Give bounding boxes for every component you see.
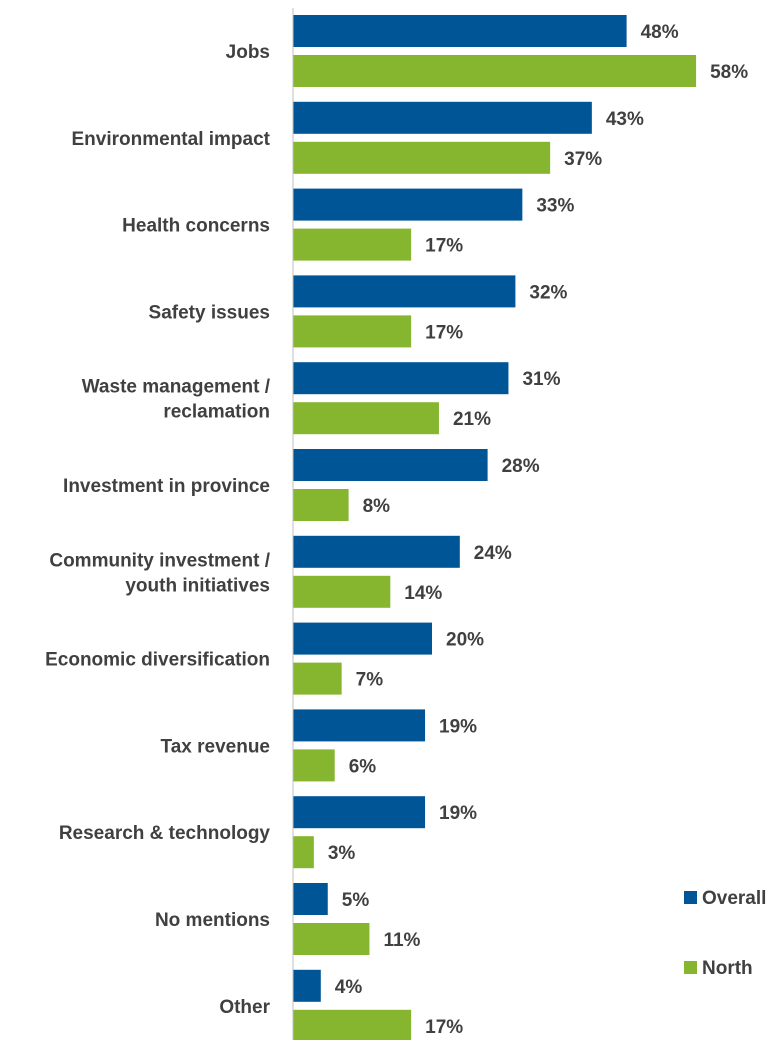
value-label-overall-11: 4% xyxy=(335,977,363,998)
value-label-north-1: 37% xyxy=(564,149,602,170)
category-label-2: Health concerns xyxy=(122,216,270,237)
value-labels: 48% 58% 43%37% 33% 17% 32% 17% 31% 21% 28% 8% 24% 14… xyxy=(328,22,748,1038)
legend: Overall North xyxy=(684,888,766,979)
value-label-overall-6: 24% xyxy=(474,543,512,564)
bar-north-4 xyxy=(293,402,439,435)
value-label-north-7: 7% xyxy=(356,670,384,691)
value-label-overall-10: 5% xyxy=(342,890,370,911)
value-label-overall-3: 32% xyxy=(529,282,567,303)
bar-north-2 xyxy=(293,228,412,261)
bar-overall-11 xyxy=(293,969,321,1002)
value-label-north-5: 8% xyxy=(363,496,391,517)
bar-overall-0 xyxy=(293,15,627,47)
value-label-overall-2: 33% xyxy=(536,196,574,217)
value-label-overall-1: 43% xyxy=(606,109,644,130)
value-label-north-8: 6% xyxy=(349,756,377,777)
category-label-3: Safety issues xyxy=(149,302,270,323)
bar-north-1 xyxy=(293,141,551,174)
legend-swatch-north xyxy=(684,961,697,974)
bar-overall-10 xyxy=(293,883,328,915)
bar-overall-2 xyxy=(293,188,523,221)
bar-north-11 xyxy=(293,1009,412,1040)
category-label-9: Research & technology xyxy=(59,823,271,844)
value-label-overall-0: 48% xyxy=(641,22,679,43)
bar-north-6 xyxy=(293,575,391,608)
bar-north-3 xyxy=(293,315,412,348)
value-label-north-11: 17% xyxy=(425,1017,463,1038)
bar-overall-1 xyxy=(293,101,592,134)
category-label-8: Tax revenue xyxy=(161,736,270,757)
category-label-7: Economic diversification xyxy=(45,650,270,671)
value-label-north-10: 11% xyxy=(383,930,420,951)
bar-overall-7 xyxy=(293,622,432,655)
value-label-north-9: 3% xyxy=(328,843,356,864)
legend-label-north: North xyxy=(702,958,753,979)
bar-overall-6 xyxy=(293,535,460,568)
category-labels: Jobs Environmental impact Health concerns S… xyxy=(45,42,271,1018)
value-label-north-6: 14% xyxy=(404,583,442,604)
value-label-overall-4: 31% xyxy=(522,369,560,390)
bars-group xyxy=(293,15,697,1040)
value-label-north-2: 17% xyxy=(425,236,463,257)
value-label-overall-5: 28% xyxy=(502,456,540,477)
legend-swatch-overall xyxy=(684,891,697,904)
category-label-10: No mentions xyxy=(155,910,270,931)
category-label-11: Other xyxy=(219,997,270,1018)
value-label-overall-9: 19% xyxy=(439,803,477,824)
value-label-north-0: 58% xyxy=(710,62,748,83)
bar-overall-8 xyxy=(293,709,426,742)
bar-north-10 xyxy=(293,923,370,955)
value-label-overall-8: 19% xyxy=(439,716,477,737)
bar-overall-9 xyxy=(293,796,426,829)
bar-overall-3 xyxy=(293,275,516,308)
bar-overall-4 xyxy=(293,362,509,395)
category-label-4: Waste management / reclamation xyxy=(82,377,271,423)
bar-north-9 xyxy=(293,836,314,869)
category-label-1: Environmental impact xyxy=(72,129,271,150)
bar-north-5 xyxy=(293,489,349,521)
bar-north-0 xyxy=(293,55,697,87)
category-label-0: Jobs xyxy=(226,42,270,63)
category-label-6: Community investment / youth initiatives xyxy=(49,550,270,596)
value-label-overall-7: 20% xyxy=(446,630,484,651)
bar-north-8 xyxy=(293,749,335,782)
bar-overall-5 xyxy=(293,449,488,481)
legend-label-overall: Overall xyxy=(702,888,766,909)
bar-north-7 xyxy=(293,662,342,695)
value-label-north-3: 17% xyxy=(425,322,463,343)
category-label-5: Investment in province xyxy=(63,476,270,497)
value-label-north-4: 21% xyxy=(453,409,491,430)
